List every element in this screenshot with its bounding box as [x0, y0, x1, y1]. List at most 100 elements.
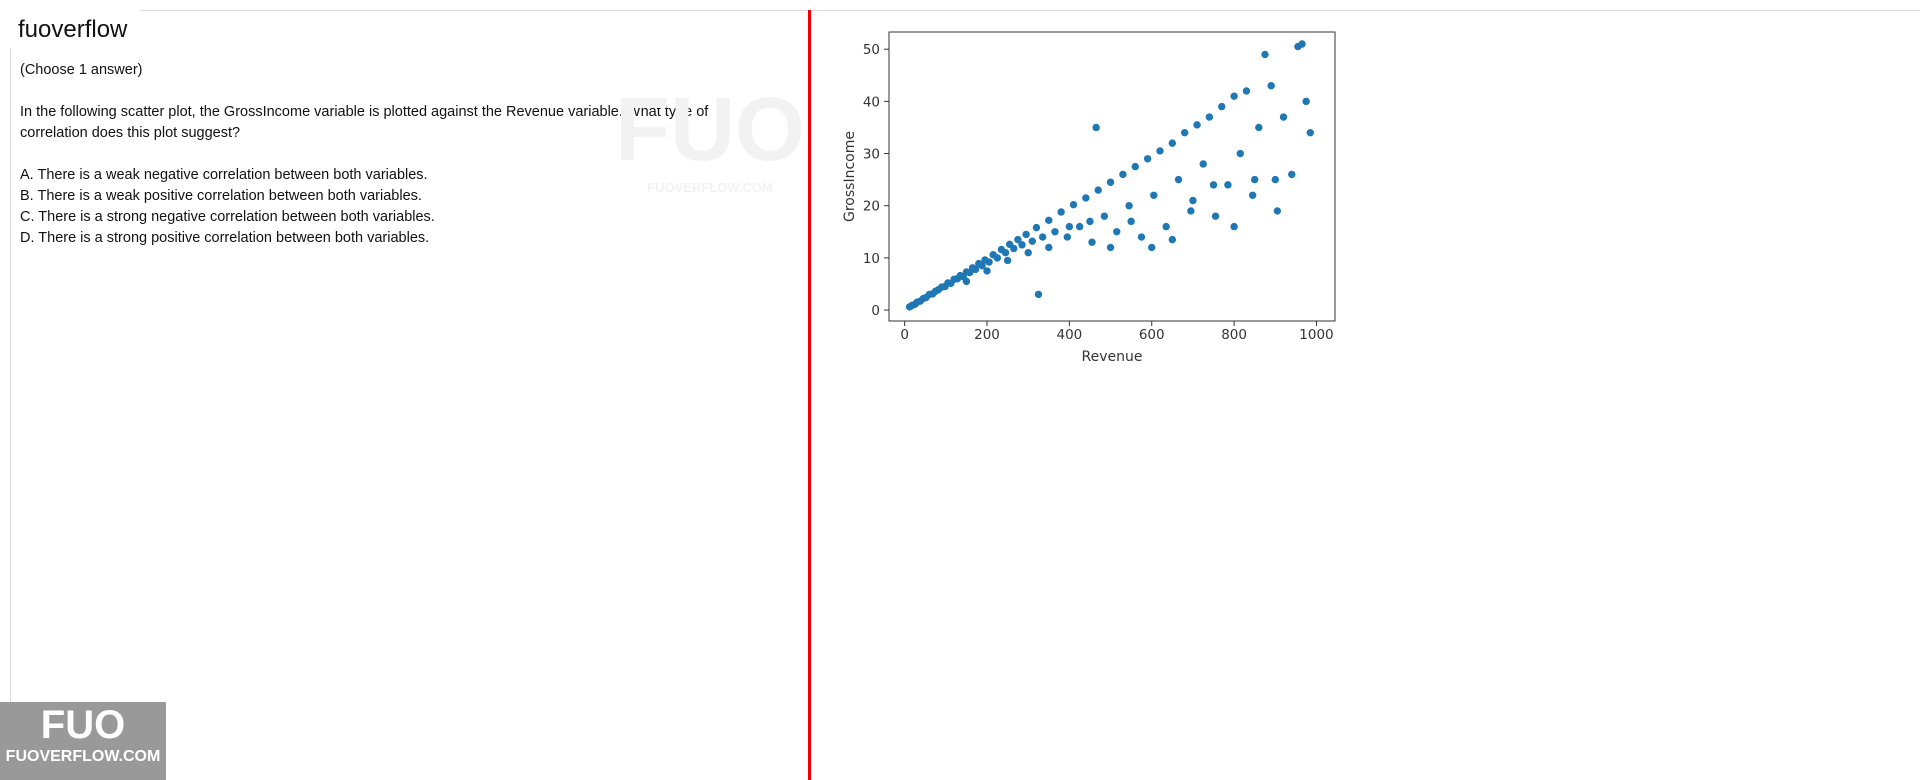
options: A. There is a weak negative correlation …: [20, 165, 435, 249]
point: [1063, 233, 1072, 241]
point: [1248, 191, 1257, 199]
point: [1205, 113, 1214, 121]
point: [1014, 235, 1022, 244]
point: [978, 262, 986, 270]
point: [993, 254, 1002, 262]
point: [1125, 202, 1133, 210]
point: [1113, 228, 1121, 236]
x-tick-label: 600: [1139, 327, 1165, 343]
instruction: (Choose 1 answer): [20, 62, 143, 78]
point: [1302, 97, 1310, 106]
point: [1045, 216, 1053, 225]
point: [1028, 237, 1037, 245]
point: [1273, 207, 1282, 215]
point: [1086, 217, 1094, 226]
point: [1193, 121, 1201, 129]
option: B. There is a weak positive correlation …: [20, 188, 422, 204]
point: [1051, 228, 1059, 236]
point: [1230, 92, 1238, 100]
point: [1156, 147, 1164, 155]
point: [1271, 175, 1279, 184]
point: [1069, 200, 1078, 209]
point: [1038, 233, 1047, 241]
point: [1010, 244, 1018, 253]
watermark-logo: FUO: [615, 80, 805, 180]
x-tick-label: 0: [900, 327, 909, 343]
point: [1088, 238, 1096, 246]
badge-site: FUOVERFLOW.COM: [5, 748, 161, 765]
point: [1003, 256, 1012, 265]
badge: FUO FUOVERFLOW.COM: [0, 702, 166, 780]
point: [1100, 212, 1109, 220]
point: [1250, 175, 1259, 184]
point: [1189, 196, 1197, 205]
point: [1150, 191, 1158, 199]
point: [1218, 102, 1226, 111]
y-tick-label: 0: [871, 303, 880, 319]
y-tick-label: 30: [863, 147, 880, 163]
point: [1187, 207, 1195, 215]
y-tick-label: 20: [863, 199, 880, 215]
point: [1242, 87, 1251, 95]
point: [1236, 149, 1244, 158]
y-axis-label: GrossIncome: [842, 131, 858, 222]
point: [1075, 222, 1084, 231]
y-tick-label: 40: [863, 94, 880, 110]
top-rule: [140, 10, 1920, 11]
point: [1106, 178, 1115, 186]
point: [1180, 128, 1189, 137]
point: [1199, 160, 1207, 168]
x-tick-label: 400: [1056, 327, 1082, 343]
point: [1168, 139, 1177, 147]
point: [1261, 50, 1269, 59]
point: [1045, 243, 1053, 252]
point: [962, 277, 971, 286]
point: [1032, 223, 1041, 232]
x-tick-label: 1000: [1299, 327, 1333, 343]
x-tick-label: 200: [974, 327, 1000, 343]
point: [1279, 113, 1288, 121]
plot-frame: [888, 31, 1336, 322]
badge-logo: FUO: [40, 703, 126, 747]
watermark: FUO FUOVERFLOW.COM: [610, 80, 810, 195]
point: [1211, 212, 1220, 220]
point: [1288, 170, 1296, 179]
x-axis-label: Revenue: [1082, 349, 1143, 365]
point: [1168, 235, 1177, 244]
left-rule: [10, 48, 11, 708]
point: [1143, 155, 1152, 163]
point: [1001, 248, 1010, 257]
watermark-site: FUOVERFLOW.COM: [647, 180, 773, 195]
point: [1298, 40, 1306, 48]
point: [985, 258, 993, 266]
option: D. There is a strong positive correlatio…: [20, 230, 430, 246]
point: [1230, 222, 1238, 231]
point: [1094, 186, 1102, 194]
point: [971, 265, 980, 274]
point: [1024, 248, 1032, 257]
point: [1082, 194, 1090, 202]
point: [1034, 290, 1043, 299]
point: [1131, 162, 1139, 171]
x-tick-label: 800: [1221, 327, 1247, 343]
question-text: In the following scatter plot, the Gross…: [20, 104, 709, 141]
point: [1162, 222, 1170, 231]
point: [1255, 123, 1263, 132]
option: C. There is a strong negative correlatio…: [20, 209, 435, 225]
point: [1119, 170, 1127, 179]
chart: 0 200 400 600 800 1000 0 10 20 30 40 50 Revenue Gross…: [842, 31, 1336, 365]
point: [1224, 181, 1232, 189]
point: [1127, 217, 1135, 226]
option: A. There is a weak negative correlation …: [20, 167, 428, 183]
point: [983, 267, 991, 275]
site-title: fuoverflow: [18, 16, 128, 43]
point: [1018, 241, 1026, 249]
y-tick-label: 50: [863, 42, 880, 58]
point: [1137, 233, 1146, 241]
point: [1057, 208, 1065, 216]
point: [1174, 175, 1183, 184]
divider: [808, 10, 811, 780]
point: [1106, 243, 1115, 252]
point: [1065, 222, 1074, 231]
